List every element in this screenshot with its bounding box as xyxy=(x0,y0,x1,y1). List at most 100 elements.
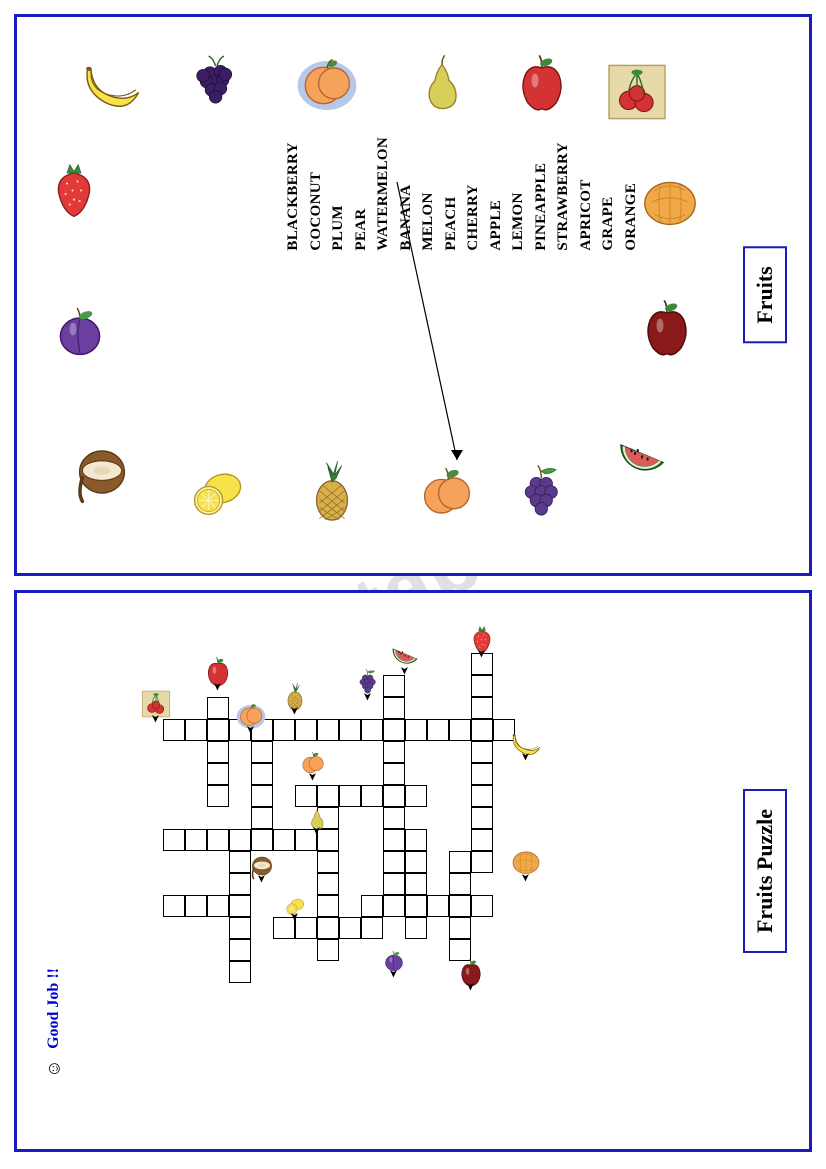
crossword-cell[interactable] xyxy=(229,895,251,917)
crossword-cell[interactable] xyxy=(251,829,273,851)
crossword-cell[interactable] xyxy=(361,895,383,917)
panel2-title: Fruits Puzzle xyxy=(752,809,778,933)
crossword-cell[interactable] xyxy=(427,895,449,917)
crossword-cell[interactable] xyxy=(471,807,493,829)
crossword-cell[interactable] xyxy=(405,895,427,917)
crossword-cell[interactable] xyxy=(471,719,493,741)
crossword-cell[interactable] xyxy=(317,851,339,873)
crossword-cell[interactable] xyxy=(163,895,185,917)
crossword-cell[interactable] xyxy=(207,785,229,807)
apple-dark-icon xyxy=(632,292,702,362)
panel2-title-box: Fruits Puzzle xyxy=(743,789,787,953)
crossword-cell[interactable] xyxy=(207,829,229,851)
crossword-cell[interactable] xyxy=(405,917,427,939)
crossword-cell[interactable] xyxy=(361,719,383,741)
crossword-cell[interactable] xyxy=(449,719,471,741)
crossword-cell[interactable] xyxy=(383,807,405,829)
crossword-cell[interactable] xyxy=(207,741,229,763)
crossword-cell[interactable] xyxy=(339,785,361,807)
clue-arrow-icon: ➤ xyxy=(244,724,257,733)
crossword-cell[interactable] xyxy=(207,697,229,719)
crossword-cell[interactable] xyxy=(163,719,185,741)
crossword-cell[interactable] xyxy=(185,895,207,917)
crossword-cell[interactable] xyxy=(405,829,427,851)
crossword-cell[interactable] xyxy=(383,829,405,851)
crossword-cell[interactable] xyxy=(471,763,493,785)
clue-arrow-icon: ➤ xyxy=(475,649,488,658)
crossword-cell[interactable] xyxy=(163,829,185,851)
crossword-cell[interactable] xyxy=(229,939,251,961)
clue-arrow-icon: ➤ xyxy=(306,772,319,781)
word-watermelon: WATERMELON xyxy=(372,137,395,251)
crossword-cell[interactable] xyxy=(273,719,295,741)
crossword-cell[interactable] xyxy=(383,697,405,719)
crossword-cell[interactable] xyxy=(185,829,207,851)
crossword-cell[interactable] xyxy=(361,785,383,807)
crossword-cell[interactable] xyxy=(295,719,317,741)
clue-arrow-icon: ➤ xyxy=(361,691,374,700)
crossword-cell[interactable] xyxy=(317,873,339,895)
crossword-cell[interactable] xyxy=(229,917,251,939)
crossword-cell[interactable] xyxy=(383,675,405,697)
crossword-cell[interactable] xyxy=(383,741,405,763)
word-pear: PEAR xyxy=(350,137,373,251)
crossword-cell[interactable] xyxy=(383,763,405,785)
lemon-icon xyxy=(182,457,252,527)
crossword-cell[interactable] xyxy=(207,895,229,917)
blackberry-icon xyxy=(182,45,252,115)
crossword-cell[interactable] xyxy=(317,895,339,917)
crossword-cell[interactable] xyxy=(207,719,229,741)
crossword-cell[interactable] xyxy=(383,785,405,807)
crossword-cell[interactable] xyxy=(383,719,405,741)
crossword-cell[interactable] xyxy=(427,719,449,741)
clue-arrow-icon: ➤ xyxy=(464,982,477,991)
crossword-cell[interactable] xyxy=(405,873,427,895)
crossword-cell[interactable] xyxy=(361,917,383,939)
clue-arrow-icon: ➤ xyxy=(387,969,400,978)
word-blackberry: BLACKBERRY xyxy=(282,137,305,251)
melon-icon xyxy=(635,167,705,237)
crossword-cell[interactable] xyxy=(229,961,251,983)
crossword-cell[interactable] xyxy=(471,697,493,719)
crossword-cell[interactable] xyxy=(383,895,405,917)
crossword-cell[interactable] xyxy=(383,851,405,873)
crossword-cell[interactable] xyxy=(317,939,339,961)
crossword-cell[interactable] xyxy=(471,785,493,807)
pineapple-icon xyxy=(297,457,367,527)
crossword-cell[interactable] xyxy=(471,829,493,851)
crossword-cell[interactable] xyxy=(405,719,427,741)
crossword-cell[interactable] xyxy=(471,895,493,917)
crossword-cell[interactable] xyxy=(405,785,427,807)
crossword-cell[interactable] xyxy=(251,807,273,829)
panel1-title: Fruits xyxy=(752,266,778,323)
crossword-cell[interactable] xyxy=(317,719,339,741)
crossword-cell[interactable] xyxy=(229,829,251,851)
crossword-cell[interactable] xyxy=(449,851,471,873)
crossword-cell[interactable] xyxy=(339,917,361,939)
clue-arrow-icon: ➤ xyxy=(519,873,532,882)
crossword-cell[interactable] xyxy=(471,675,493,697)
word-apple: APPLE xyxy=(485,137,508,251)
crossword-cell[interactable] xyxy=(471,741,493,763)
crossword-cell[interactable] xyxy=(207,763,229,785)
panel-fruits: Fruits ORANGEGRAPEAPRICOTSTRAWBERRYPINEA… xyxy=(14,14,812,576)
word-apricot: APRICOT xyxy=(575,137,598,251)
apricot-icon xyxy=(412,457,482,527)
crossword-cell[interactable] xyxy=(251,741,273,763)
crossword-cell[interactable] xyxy=(383,873,405,895)
crossword-cell[interactable] xyxy=(405,851,427,873)
clue-arrow-icon: ➤ xyxy=(150,713,163,722)
crossword-cell[interactable] xyxy=(339,719,361,741)
word-pineapple: PINEAPPLE xyxy=(530,137,553,251)
crossword-cell[interactable] xyxy=(449,917,471,939)
crossword-cell[interactable] xyxy=(251,763,273,785)
crossword-cell[interactable] xyxy=(317,917,339,939)
crossword-cell[interactable] xyxy=(449,873,471,895)
crossword-cell[interactable] xyxy=(471,851,493,873)
word-cherry: CHERRY xyxy=(462,137,485,251)
crossword-cell[interactable] xyxy=(185,719,207,741)
crossword-cell[interactable] xyxy=(449,895,471,917)
clue-arrow-icon: ➤ xyxy=(211,681,224,690)
crossword-cell[interactable] xyxy=(251,785,273,807)
crossword-cell[interactable] xyxy=(273,829,295,851)
